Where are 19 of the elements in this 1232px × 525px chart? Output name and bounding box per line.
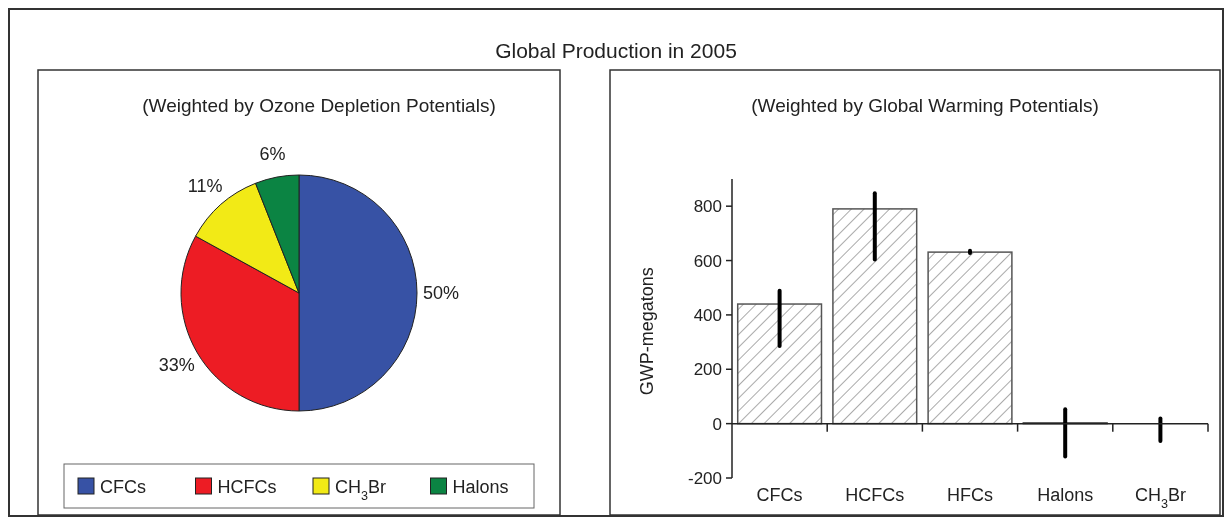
x-tick-label: CH$_{3}$Br — [1134, 485, 1186, 511]
chart-subtitle: (Weighted by Global Warming Potentials) — [751, 95, 1099, 116]
y-tick-label: 800 — [693, 197, 722, 217]
y-tick-label: 600 — [693, 251, 722, 271]
x-tick-label: HCFCs — [845, 485, 905, 505]
x-tick-label: Halons — [1037, 485, 1094, 505]
data-label: 6% — [259, 143, 286, 164]
x-tick-label: HFCs — [947, 485, 993, 505]
data-label: 33% — [158, 355, 195, 376]
y-axis-title: GWP-megatons — [637, 267, 657, 396]
data-label: 11% — [187, 176, 223, 197]
y-tick-label: -200 — [687, 469, 722, 488]
data-label: 50% — [422, 283, 460, 303]
chart-subtitle: (Weighted by Ozone Depletion Potentials) — [142, 95, 496, 116]
text: Global Production in 2005 — [495, 39, 737, 62]
y-tick-label: 200 — [693, 360, 722, 380]
y-tick-label: 0 — [712, 414, 722, 434]
y-tick-label: 400 — [693, 305, 722, 325]
x-tick-label: CFCs — [756, 485, 803, 505]
